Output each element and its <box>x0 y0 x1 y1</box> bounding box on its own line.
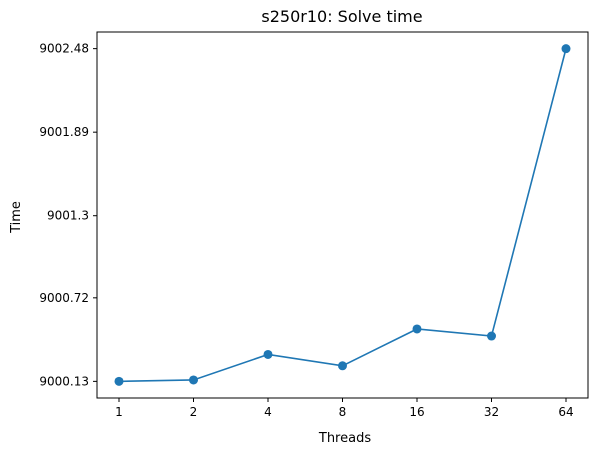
x-tick-label: 8 <box>339 405 347 419</box>
axes-frame <box>96 31 589 399</box>
data-point <box>263 349 273 359</box>
series-line <box>118 48 567 383</box>
chart-title: s250r10: Solve time <box>261 7 422 26</box>
x-tick-label: 1 <box>115 405 123 419</box>
x-axis-label: Threads <box>318 431 371 446</box>
data-point <box>189 375 198 385</box>
y-tick-label: 9001.3 <box>47 209 89 223</box>
x-tick-label: 16 <box>409 405 424 419</box>
y-axis: 9000.13 9000.72 9001.3 9001.89 9002.48 <box>39 42 97 388</box>
x-axis: 1 2 4 8 16 32 64 <box>115 398 574 419</box>
x-tick-label: 4 <box>264 405 272 419</box>
y-tick-label: 9001.89 <box>39 125 89 139</box>
plot-area <box>114 44 571 386</box>
y-tick-label: 9000.13 <box>39 374 89 388</box>
x-tick-label: 32 <box>484 405 499 419</box>
x-tick-label: 64 <box>558 405 573 419</box>
data-point <box>561 44 571 54</box>
x-tick-label: 2 <box>190 405 198 419</box>
data-point <box>487 331 496 341</box>
data-point <box>114 376 124 386</box>
y-axis-label: Time <box>9 201 24 234</box>
data-point <box>412 324 422 334</box>
data-point <box>338 361 347 371</box>
y-tick-label: 9002.48 <box>39 42 89 56</box>
y-tick-label: 9000.72 <box>39 291 89 305</box>
